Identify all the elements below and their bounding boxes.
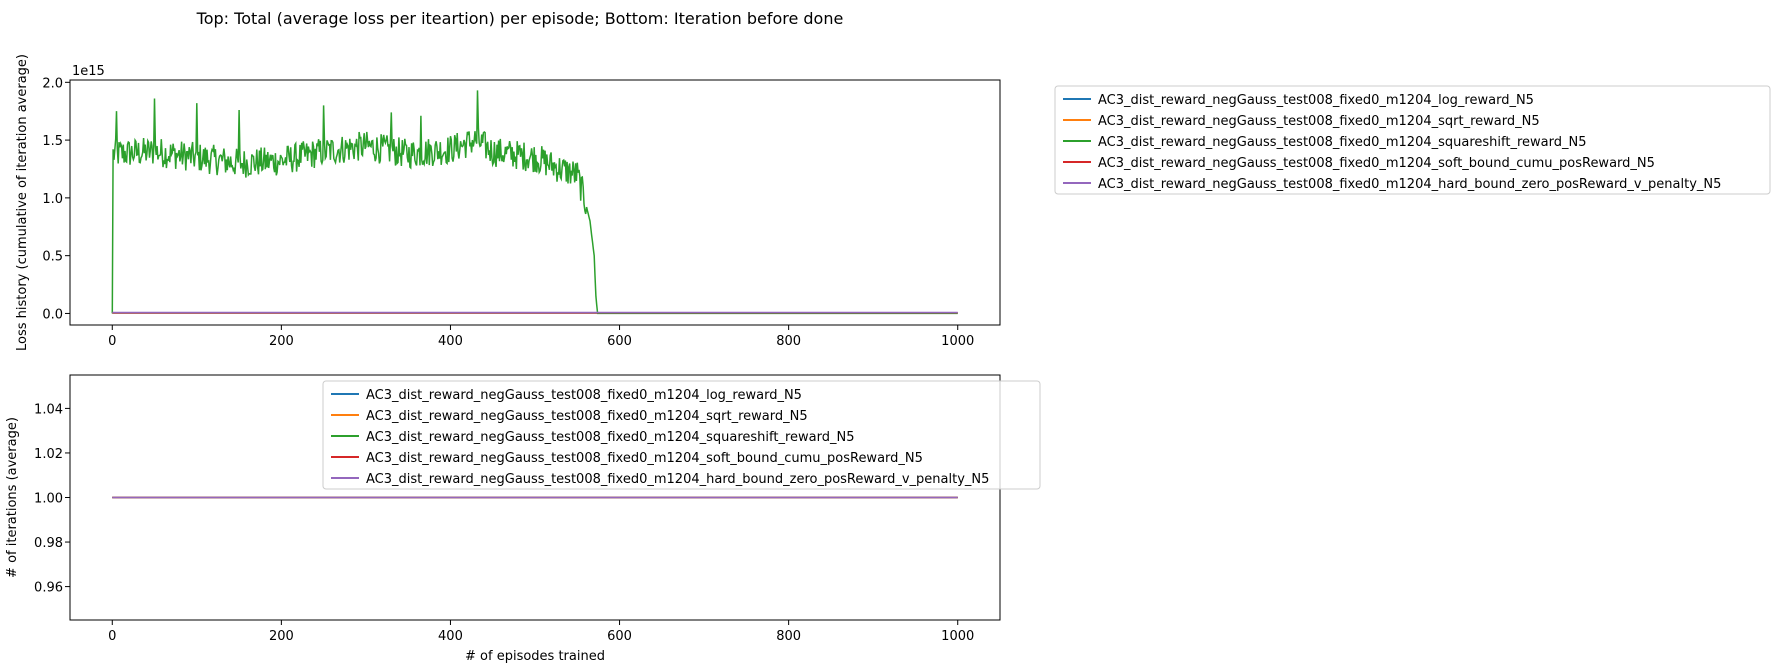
y-tick-label: 1.02 bbox=[34, 447, 63, 462]
legend: AC3_dist_reward_negGauss_test008_fixed0_… bbox=[322, 380, 1041, 490]
x-tick-label: 800 bbox=[776, 334, 801, 349]
x-tick-label: 200 bbox=[269, 629, 294, 644]
series-lines bbox=[111, 90, 958, 315]
legend-label: AC3_dist_reward_negGauss_test008_fixed0_… bbox=[366, 430, 855, 445]
legend-label: AC3_dist_reward_negGauss_test008_fixed0_… bbox=[1098, 93, 1534, 108]
legend-label: AC3_dist_reward_negGauss_test008_fixed0_… bbox=[366, 451, 923, 466]
top-chart: 0 200 400 600 800 1000 0.0 0.5 1.0 1.5 2.0 1e15 Loss… bbox=[15, 54, 1771, 351]
y-tick-label: 0.98 bbox=[34, 536, 63, 551]
legend-label: AC3_dist_reward_negGauss_test008_fixed0_… bbox=[1098, 114, 1540, 129]
y-axis-label: Loss history (cumulative of iteration av… bbox=[15, 54, 30, 351]
x-tick-label: 400 bbox=[438, 334, 463, 349]
x-tick-label: 600 bbox=[607, 629, 632, 644]
y-tick-label: 1.00 bbox=[34, 492, 63, 507]
legend-label: AC3_dist_reward_negGauss_test008_fixed0_… bbox=[1098, 135, 1587, 150]
legend-label: AC3_dist_reward_negGauss_test008_fixed0_… bbox=[366, 409, 808, 424]
y-tick-label: 1.04 bbox=[34, 402, 63, 417]
y-tick-label: 1.5 bbox=[42, 134, 63, 149]
y-axis-label: # of iterations (average) bbox=[5, 417, 20, 578]
x-tick-label: 400 bbox=[438, 629, 463, 644]
axes-frame bbox=[69, 79, 1001, 326]
legend-box bbox=[322, 380, 1041, 490]
legend-label: AC3_dist_reward_negGauss_test008_fixed0_… bbox=[1098, 156, 1655, 171]
x-tick-label: 1000 bbox=[941, 334, 974, 349]
y-tick-label: 0.0 bbox=[42, 307, 63, 322]
x-axis-label: # of episodes trained bbox=[465, 649, 605, 664]
y-tick-label: 0.5 bbox=[42, 250, 63, 265]
y-offset-label: 1e15 bbox=[72, 64, 105, 79]
x-tick-label: 0 bbox=[108, 629, 116, 644]
legend-label: AC3_dist_reward_negGauss_test008_fixed0_… bbox=[366, 388, 802, 403]
x-tick-label: 800 bbox=[776, 629, 801, 644]
x-tick-label: 0 bbox=[108, 334, 116, 349]
legend-label: AC3_dist_reward_negGauss_test008_fixed0_… bbox=[366, 472, 989, 487]
figure-title: Top: Total (average loss per iteartion) … bbox=[196, 9, 844, 28]
y-tick-label: 1.0 bbox=[42, 192, 63, 207]
y-tick-label: 2.0 bbox=[42, 76, 63, 91]
x-tick-label: 200 bbox=[269, 334, 294, 349]
legend-label: AC3_dist_reward_negGauss_test008_fixed0_… bbox=[1098, 177, 1721, 192]
x-tick-label: 600 bbox=[607, 334, 632, 349]
legend-box bbox=[1054, 85, 1771, 195]
series-line-squareshift bbox=[111, 90, 958, 315]
bottom-chart: 0 200 400 600 800 1000 0.96 0.98 1.00 1.02 1.04 # o… bbox=[5, 374, 1041, 664]
x-tick-label: 1000 bbox=[941, 629, 974, 644]
legend: AC3_dist_reward_negGauss_test008_fixed0_… bbox=[1054, 85, 1771, 195]
y-tick-label: 0.96 bbox=[34, 581, 63, 596]
